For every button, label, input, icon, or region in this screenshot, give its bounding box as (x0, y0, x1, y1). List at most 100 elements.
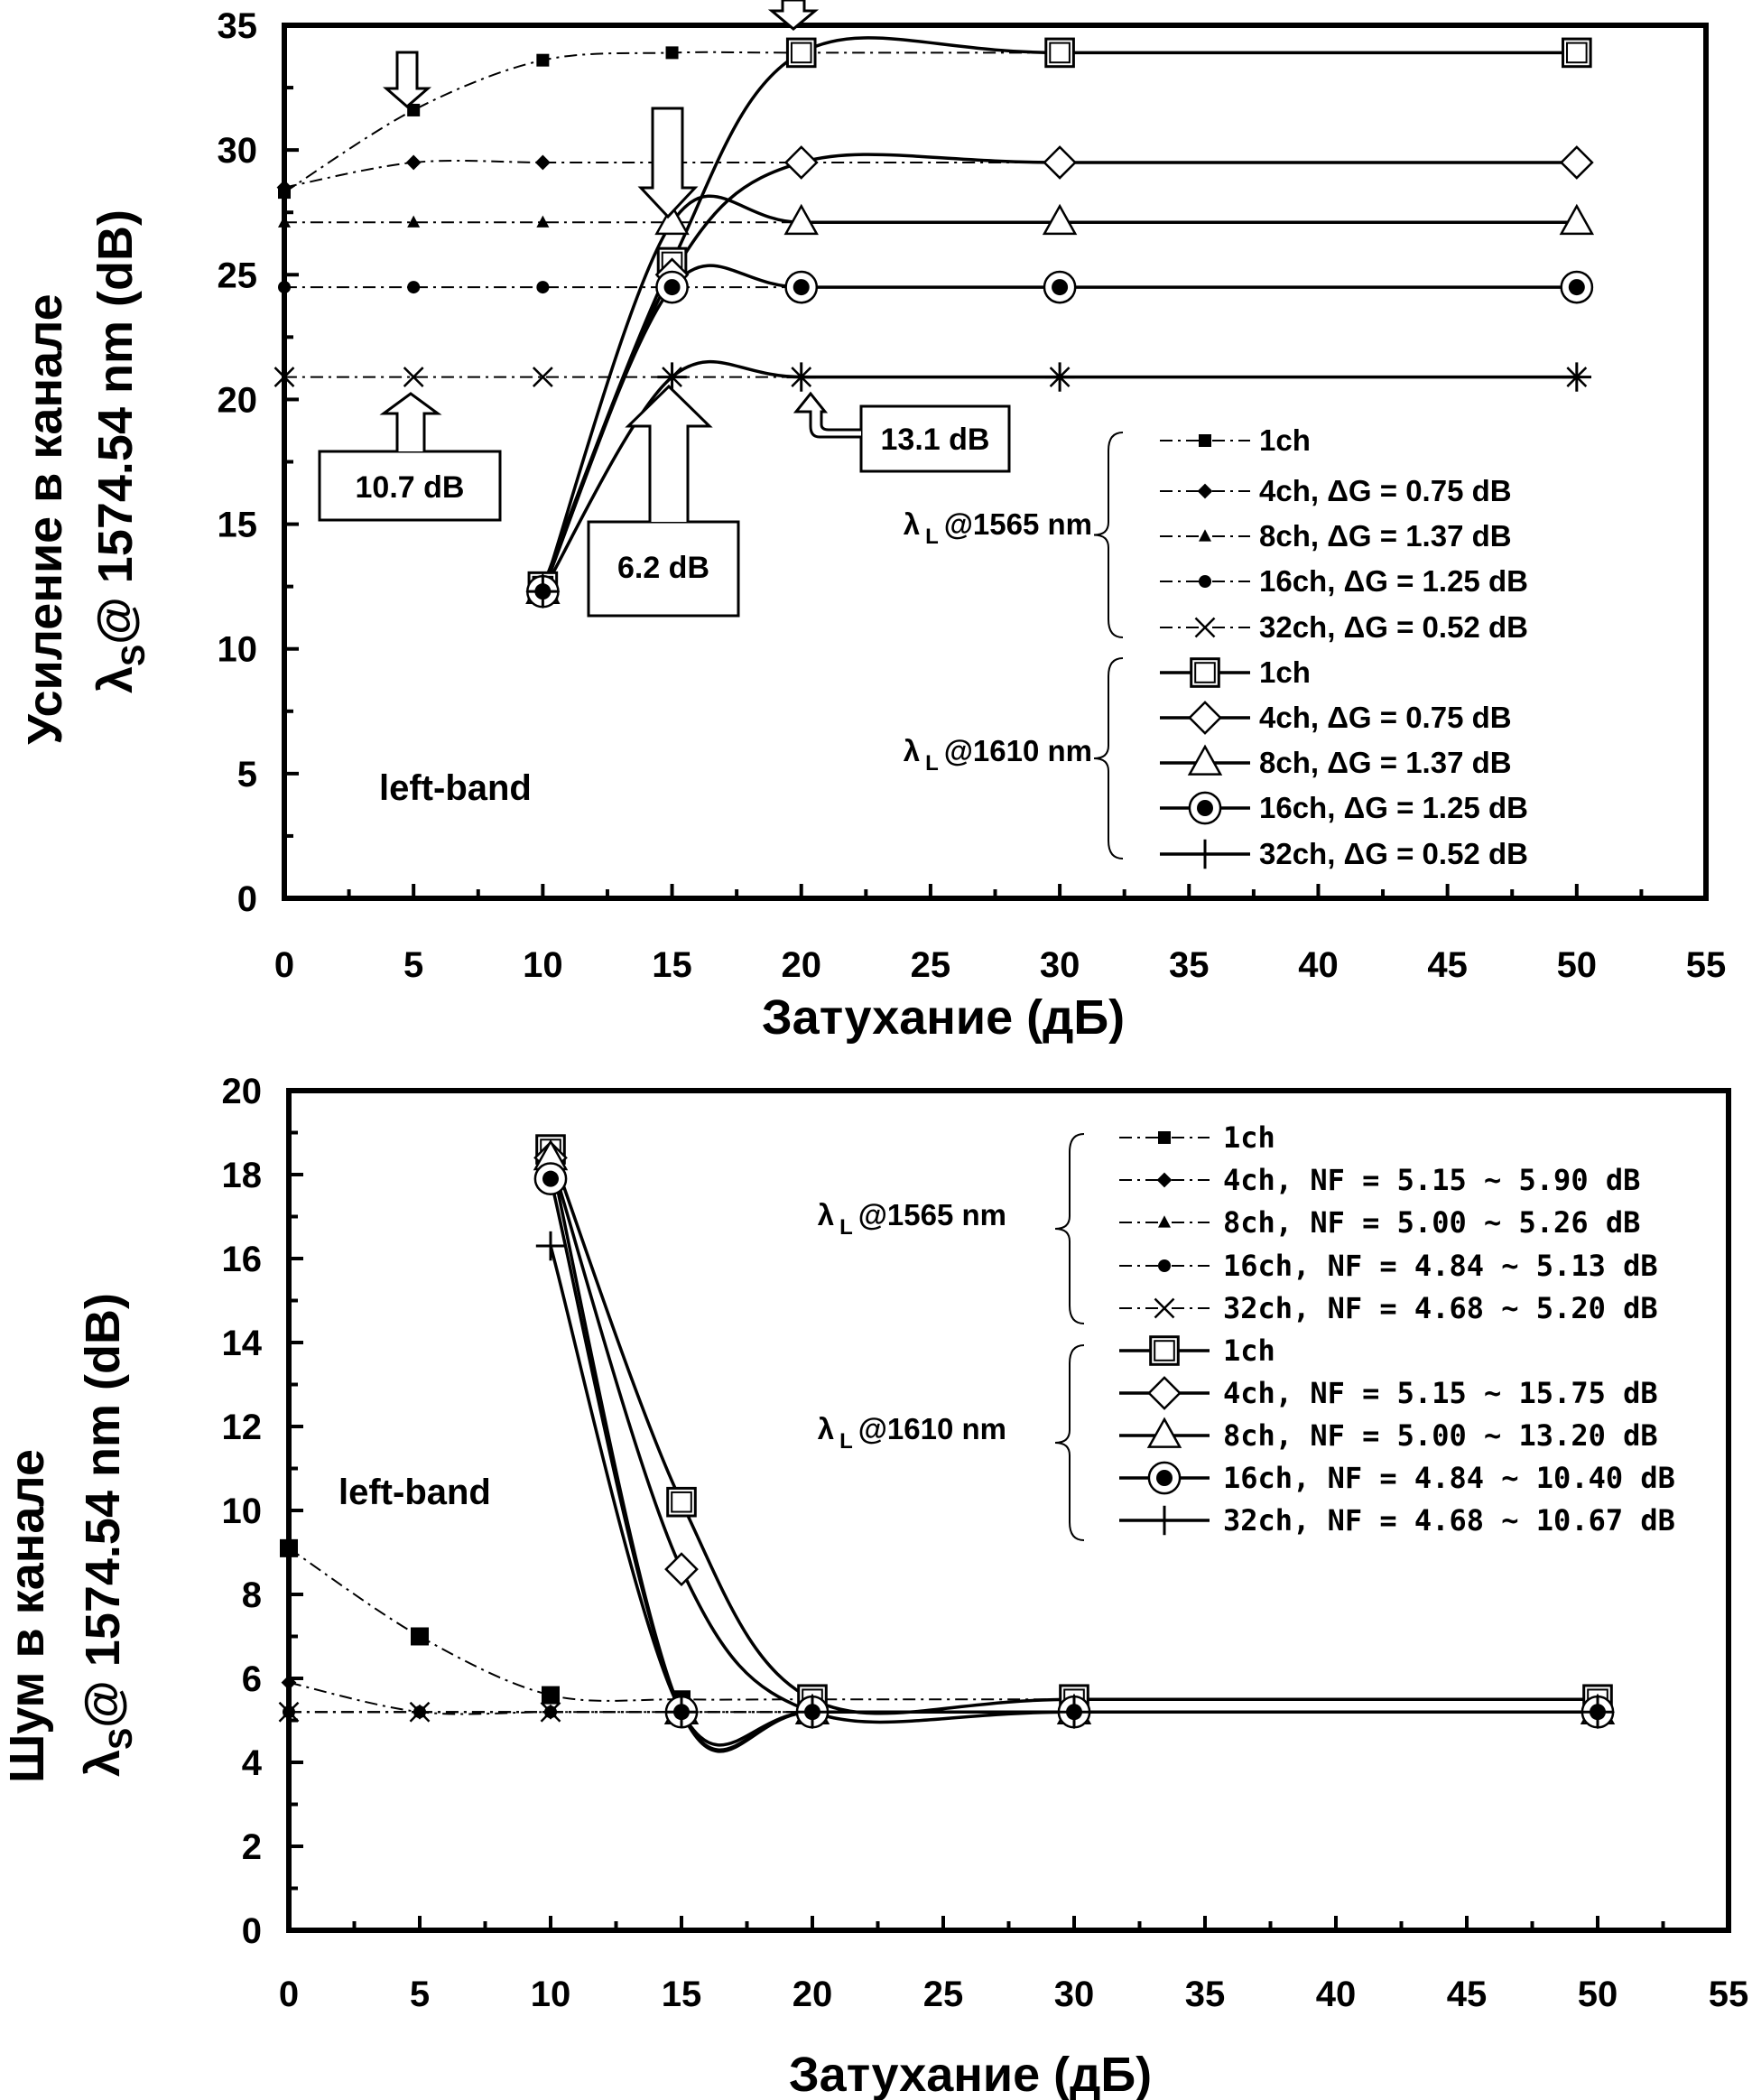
y-tick-label: 6 (242, 1659, 262, 1699)
data-point-s9-2 (786, 362, 816, 392)
annotation-box-10-7 (318, 450, 502, 522)
x-tick-label: 15 (652, 945, 692, 985)
group-label-sub: L (839, 1215, 853, 1240)
data-point-s5-2 (785, 37, 817, 69)
legend-marker-1 (1156, 1172, 1173, 1188)
data-point-s5-1 (666, 1486, 697, 1518)
x-tick-label: 35 (1185, 1975, 1226, 2014)
data-point-s5-3 (1044, 37, 1075, 69)
legend-marker-2 (1199, 529, 1211, 542)
x-tick-label: 0 (279, 1975, 299, 2014)
group-label-rest: @1610 nm (858, 1412, 1006, 1445)
x-tick-label: 50 (1557, 945, 1598, 985)
data-point-s8-2 (784, 270, 819, 304)
legend-brace-1 (1054, 1344, 1085, 1541)
y-tick-label: 0 (237, 879, 257, 919)
legend-marker-3 (1199, 575, 1211, 588)
noise-chart-legend: 1ch 4ch, NF = 5.15 ~ 5.90 dB 8ch, NF = 5.0… (818, 1120, 1675, 1541)
data-point-s3-2 (536, 281, 550, 294)
noise-chart-series-lines (288, 1148, 1598, 1753)
data-point-s0-3 (665, 46, 679, 60)
gain-chart-y-axis-title: Усиление в канале λS@ 1574.54 nm (dB) (18, 209, 152, 745)
group-label-sub: L (925, 751, 939, 776)
data-point-s8-4 (1560, 270, 1594, 304)
x-tick-label: 20 (793, 1975, 833, 2014)
legend-label-7: 8ch, NF = 5.00 ~ 13.20 dB (1223, 1418, 1658, 1453)
gain-chart-annotation-labels: 10.7 dB 6.2 dB 13.1 dB (356, 423, 990, 585)
noise-chart-ylabel-line2: λS@ 1574.54 nm (dB) (76, 1293, 139, 1777)
legend-marker-0 (1199, 434, 1211, 447)
y-tick-label: 25 (218, 256, 258, 295)
data-point-s5-4 (1562, 37, 1592, 69)
data-point-s2-0 (278, 215, 291, 228)
legend-brace-1 (1093, 657, 1124, 860)
data-point-s2-1 (407, 215, 421, 228)
data-point-s3-0 (278, 281, 291, 294)
legend-label-5: 1ch (1223, 1333, 1275, 1368)
y-tick-label: 8 (242, 1575, 262, 1615)
data-point-s1-2 (534, 154, 551, 171)
data-point-s8-0 (526, 574, 560, 609)
data-point-s4-0 (278, 1701, 300, 1723)
y-tick-label: 2 (242, 1827, 262, 1867)
x-tick-label: 55 (1686, 945, 1727, 985)
legend-label-0: 1ch (1223, 1120, 1275, 1155)
gain-chart-annotations (318, 0, 1011, 618)
y-tick-label: 14 (222, 1324, 263, 1363)
x-tick-label: 40 (1298, 945, 1339, 985)
up-arrow-icon (625, 384, 713, 522)
series-line-1 (283, 159, 1577, 189)
group-label-rest: @1610 nm (944, 734, 1092, 767)
legend-label-8: 16ch, NF = 4.84 ~ 10.40 dB (1223, 1461, 1675, 1495)
x-tick-label: 55 (1709, 1975, 1749, 2014)
noise-chart-y-axis-title: Шум в канале λS@ 1574.54 nm (dB) (0, 1293, 139, 1783)
legend-label-6: 4ch, NF = 5.15 ~ 15.75 dB (1223, 1376, 1658, 1410)
legend-marker-7 (1146, 1417, 1182, 1448)
group-label-rest: @1565 nm (944, 507, 1092, 541)
legend-label-1: 4ch, NF = 5.15 ~ 5.90 dB (1223, 1163, 1640, 1197)
x-tick-label: 25 (911, 945, 951, 985)
series-line-5 (549, 1148, 1598, 1715)
legend-label-7: 8ch, ΔG = 1.37 dB (1259, 746, 1512, 779)
gain-chart: 0 5 10 15 20 25 30 35 40 45 50 55 0 5 10 15 20 25 30 35 Уси… (18, 0, 1726, 1045)
group-label-lambda: λ (904, 734, 920, 767)
data-point-s9-1 (657, 362, 687, 392)
data-point-s0-1 (407, 103, 421, 116)
data-point-s9-0 (535, 1231, 566, 1261)
noise-chart-markers (278, 1134, 1616, 1730)
data-point-s8-0 (533, 1162, 568, 1196)
legend-marker-4 (1154, 1297, 1175, 1319)
x-tick-label: 45 (1427, 945, 1468, 985)
legend-label-5: 1ch (1259, 655, 1311, 689)
noise-chart-xlabel: Затухание (дБ) (789, 2048, 1152, 2100)
legend-marker-9 (1149, 1505, 1180, 1536)
gain-chart-ylabel-line2: λS@ 1574.54 nm (dB) (88, 209, 152, 693)
y-tick-label: 20 (222, 1072, 263, 1111)
x-tick-label: 35 (1169, 945, 1210, 985)
legend-marker-6 (1188, 701, 1222, 735)
data-point-s1-1 (405, 154, 422, 171)
y-tick-label: 30 (218, 131, 258, 171)
group-label-lambda: λ (904, 507, 920, 541)
data-point-s3-1 (407, 281, 421, 294)
legend-label-9: 32ch, ΔG = 0.52 dB (1259, 837, 1528, 870)
data-point-s1-0 (281, 1675, 297, 1691)
gain-chart-axes: 0 5 10 15 20 25 30 35 40 45 50 55 0 5 10 15 20 25 30 35 (218, 6, 1727, 985)
y-tick-label: 15 (218, 506, 258, 545)
data-point-s8-3 (1043, 270, 1077, 304)
legend-marker-9 (1190, 839, 1220, 869)
data-point-s0-1 (411, 1627, 429, 1646)
data-point-s7-2 (783, 203, 819, 236)
y-tick-label: 10 (222, 1491, 263, 1531)
noise-chart-axes: 0 5 10 15 20 25 30 35 40 45 50 55 0 2 4 6 8 10 12 14 16 18 20 (222, 1072, 1749, 2014)
legend-marker-5 (1149, 1335, 1180, 1366)
legend-label-2: 8ch, NF = 5.00 ~ 5.26 dB (1223, 1205, 1640, 1240)
y-tick-label: 20 (218, 380, 258, 420)
data-point-s7-1 (654, 203, 690, 236)
down-arrow-icon (382, 51, 432, 108)
gain-chart-ylabel-rest: @ 1574.54 nm (dB) (88, 209, 143, 645)
legend-label-0: 1ch (1259, 423, 1311, 457)
noise-chart-ylabel-lambda: λ (76, 1750, 130, 1777)
legend-marker-2 (1158, 1215, 1171, 1228)
x-tick-label: 10 (531, 1975, 571, 2014)
